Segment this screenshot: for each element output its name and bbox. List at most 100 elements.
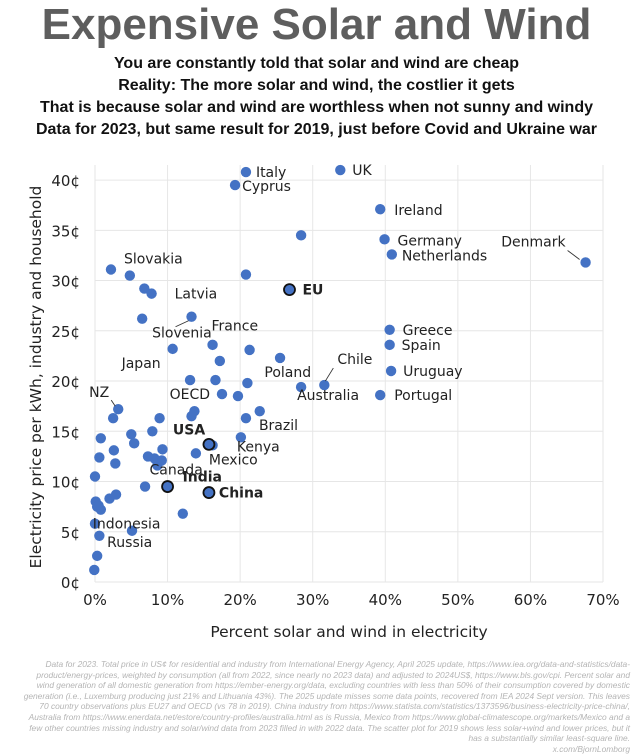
- data-point: [95, 504, 107, 515]
- y-tick-label: 40¢: [51, 172, 80, 190]
- data-point: [94, 530, 105, 541]
- y-axis-label: Electricity price per kWh, industry and …: [27, 186, 45, 569]
- point-label: Brazil: [259, 418, 298, 434]
- point-label: Greece: [403, 323, 453, 339]
- point-label: USA: [173, 422, 205, 438]
- data-point: [384, 339, 395, 351]
- data-point: [105, 264, 117, 275]
- data-point: [295, 230, 307, 241]
- point-label: OECD: [170, 387, 210, 403]
- data-point: [210, 374, 221, 386]
- point-label: UK: [352, 163, 372, 179]
- data-point: [157, 444, 168, 455]
- data-point: [167, 343, 178, 355]
- data-point: [108, 445, 120, 456]
- x-tick-label: 40%: [369, 591, 402, 609]
- footnote-text: Data for 2023. Total price in US¢ for re…: [23, 659, 630, 744]
- data-point: [89, 564, 100, 576]
- point-label: Ireland: [394, 203, 442, 219]
- label-leader-line: [324, 367, 334, 382]
- data-point: [242, 377, 253, 389]
- data-point: [240, 269, 252, 280]
- point-label: Spain: [402, 338, 441, 354]
- data-point: [107, 413, 119, 424]
- data-point: [386, 249, 398, 260]
- data-point: [91, 550, 103, 562]
- x-axis-label: Percent solar and wind in electricity: [210, 623, 487, 641]
- y-tick-label: 5¢: [61, 524, 80, 542]
- point-label: China: [219, 486, 263, 502]
- data-point: [240, 166, 252, 178]
- data-point: [379, 234, 390, 245]
- data-point: [274, 352, 286, 364]
- data-point: [190, 448, 202, 459]
- data-point: [244, 344, 255, 356]
- point-label: Russia: [107, 535, 152, 551]
- data-point: [104, 493, 115, 504]
- x-tick-label: 0%: [83, 591, 107, 609]
- data-point: [232, 390, 244, 402]
- data-point: [89, 471, 101, 482]
- data-point: [110, 458, 121, 469]
- data-point: [235, 432, 247, 443]
- data-point: [202, 486, 216, 499]
- data-point: [216, 388, 228, 400]
- data-point: [149, 453, 160, 464]
- point-label: Portugal: [394, 388, 452, 404]
- data-point: [128, 438, 140, 449]
- data-point: [254, 405, 265, 417]
- point-label: Latvia: [175, 287, 218, 303]
- data-point: [202, 437, 216, 451]
- subtitle-line-1: You are constantly told that solar and w…: [113, 55, 520, 72]
- point-label: Kenya: [237, 439, 280, 455]
- data-point: [580, 257, 591, 268]
- y-tick-label: 10¢: [51, 474, 80, 492]
- point-label: EU: [302, 283, 323, 299]
- page-title: Expensive Solar and Wind: [41, 0, 592, 49]
- x-tick-label: 10%: [151, 591, 184, 609]
- footnote: Data for 2023. Total price in US¢ for re…: [22, 659, 630, 754]
- subtitle-line-3: That is because solar and wind are worth…: [40, 99, 593, 116]
- chart-grid: [94, 165, 604, 583]
- x-tick-label: 30%: [296, 591, 329, 609]
- data-point: [283, 283, 296, 296]
- data-point: [126, 429, 137, 440]
- y-tick-label: 30¢: [51, 273, 80, 291]
- data-point: [89, 518, 101, 529]
- point-label: Cyprus: [242, 179, 291, 195]
- data-point: [147, 426, 158, 437]
- point-label: Uruguay: [403, 364, 463, 380]
- subtitle-line-2: Reality: The more solar and wind, the co…: [118, 77, 515, 94]
- x-tick-label: 20%: [223, 591, 256, 609]
- data-point: [177, 508, 189, 519]
- point-label: Italy: [256, 165, 286, 181]
- point-label: Australia: [297, 388, 359, 404]
- y-tick-label: 15¢: [51, 423, 80, 441]
- data-point: [375, 389, 386, 401]
- data-point: [189, 405, 200, 417]
- point-label: India: [183, 470, 222, 486]
- label-leader-line: [110, 399, 116, 407]
- data-point: [95, 433, 107, 444]
- data-point: [124, 270, 136, 281]
- data-point: [214, 355, 226, 367]
- data-point: [113, 403, 124, 415]
- point-label: Slovakia: [124, 252, 183, 268]
- scatter-chart: 0% 10% 20% 30% 40% 50% 60% 70% 0¢ 5¢ 10¢ 15¢ 20¢ 25¢ 3…: [27, 163, 620, 641]
- point-label: France: [212, 319, 259, 335]
- data-point: [384, 324, 395, 335]
- data-point: [319, 379, 330, 391]
- data-point: [146, 288, 157, 299]
- x-tick-label: 60%: [514, 591, 547, 609]
- data-point: [229, 179, 241, 191]
- label-leader-line: [175, 320, 189, 328]
- data-point: [335, 164, 346, 176]
- x-tick-label: 50%: [441, 591, 474, 609]
- point-label: Denmark: [501, 234, 566, 250]
- y-tick-label: 0¢: [61, 574, 80, 592]
- data-point: [136, 313, 148, 324]
- point-label: Chile: [337, 352, 372, 368]
- y-tick-label: 35¢: [51, 222, 80, 240]
- data-point: [154, 413, 165, 424]
- point-label: Netherlands: [402, 248, 487, 264]
